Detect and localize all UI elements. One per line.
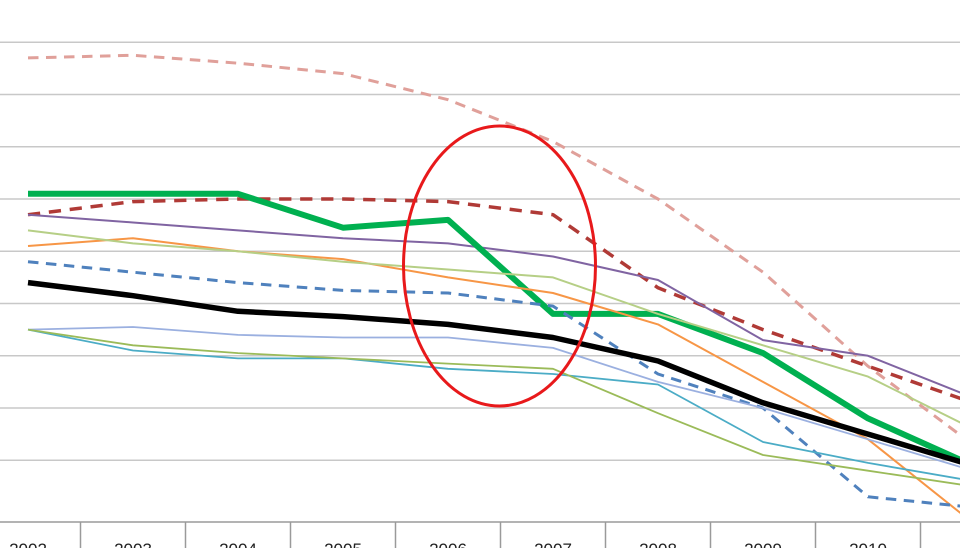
x-axis: 20022003200420052006200720082009201020 xyxy=(0,521,960,548)
series-line-1 xyxy=(27,53,960,437)
series-lines xyxy=(27,53,960,514)
x-tick-label: 2010 xyxy=(849,540,887,548)
x-tick-label: 2002 xyxy=(9,540,47,548)
series-line-11 xyxy=(27,328,960,486)
highlight-ellipse xyxy=(402,124,597,408)
x-tick-label: 2006 xyxy=(429,540,467,548)
x-tick-label: 2003 xyxy=(114,540,152,548)
series-line-4 xyxy=(28,190,960,463)
x-tick-label: 2009 xyxy=(744,540,782,548)
series-line-8 xyxy=(27,279,960,465)
annotations xyxy=(402,124,597,408)
x-tick-label: 2007 xyxy=(534,540,572,548)
series-line-6 xyxy=(27,229,960,424)
x-tick-label: 2004 xyxy=(219,540,257,548)
series-line-10 xyxy=(27,328,960,480)
x-tick-label: 2008 xyxy=(639,540,677,548)
x-tick-label: 2005 xyxy=(324,540,362,548)
series-line-9 xyxy=(27,326,960,468)
series-line-5 xyxy=(27,237,960,514)
series-line-3 xyxy=(27,213,960,394)
